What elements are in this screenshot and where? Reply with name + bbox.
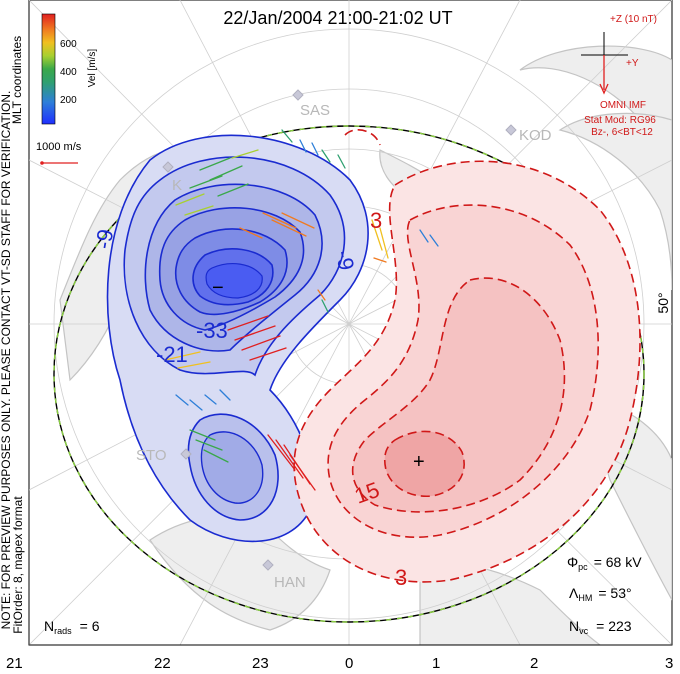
fit-statistics: Φpc = 68 kV ΛHM = 53° Nvc = 223 Nrads = 6 — [44, 554, 642, 636]
mlt-tick-22: 22 — [154, 655, 171, 672]
stat-lambda-hm: ΛHM = 53° — [569, 585, 632, 603]
potential-max-marker: + — [413, 451, 425, 473]
mlt-tick-0: 0 — [345, 655, 353, 672]
preview-note: NOTE: FOR PREVIEW PURPOSES ONLY. PLEASE … — [0, 91, 13, 630]
mlt-tick-23: 23 — [252, 655, 269, 672]
contour-label-neg-3: -21 — [156, 342, 188, 367]
velocity-vectors — [164, 129, 439, 491]
velocity-color-bar — [41, 13, 56, 125]
contour-label-neg-4: -9 — [331, 249, 359, 273]
mlt-tick-1: 1 — [432, 655, 440, 672]
velocity-scale-label: 1000 m/s — [36, 141, 82, 153]
velocity-tick-400: 400 — [60, 67, 77, 78]
coastline-layer — [59, 45, 672, 645]
velocity-tick-600: 600 — [60, 39, 77, 50]
station-label-han: HAN — [274, 574, 306, 591]
latitude-label: 50° — [655, 292, 671, 313]
coordinate-system-label: MLT coordinates — [10, 36, 24, 124]
mlt-axis: 21 22 23 0 1 2 3 — [6, 644, 673, 672]
contour-label-neg-2: -33 — [196, 318, 228, 343]
station-label-sas: SAS — [300, 102, 330, 119]
mlt-tick-3: 3 — [665, 655, 673, 672]
imf-source-label: OMNI IMF — [600, 100, 646, 111]
velocity-scale-dot — [40, 161, 44, 165]
imf-z-label: +Z (10 nT) — [610, 14, 657, 25]
imf-y-label: +Y — [626, 58, 639, 69]
imf-condition-label: Bz-, 6<BT<12 — [591, 127, 653, 138]
station-label-k: K — [172, 177, 182, 194]
stat-n-rads: Nrads = 6 — [44, 618, 100, 636]
potential-min-marker: − — [212, 277, 224, 299]
station-label-sto: STO — [136, 447, 167, 464]
stat-n-vc: Nvc = 223 — [569, 618, 632, 636]
velocity-tick-200: 200 — [60, 95, 77, 106]
velocity-legend: 600 400 200 Vel [m/s] 1000 m/s — [36, 13, 98, 165]
imf-indicator: +Z (10 nT) +Y OMNI IMF Stat Mod: RG96 Bz… — [581, 14, 657, 138]
stat-phi-pc: Φpc = 68 kV — [567, 554, 642, 572]
station-label-kod: KOD — [519, 127, 552, 144]
hm-boundary — [53, 125, 645, 623]
fit-order-label: FitOrder: 8, mapex format — [11, 496, 25, 634]
mlt-tick-21: 21 — [6, 655, 23, 672]
velocity-unit-label: Vel [m/s] — [87, 49, 98, 88]
stat-model-label: Stat Mod: RG96 — [584, 115, 656, 126]
contour-label-neg-1: -9 — [90, 227, 118, 251]
page-title: 22/Jan/2004 21:00-21:02 UT — [223, 8, 452, 28]
mlt-tick-2: 2 — [530, 655, 538, 672]
contour-label-pos-3: 3 — [395, 565, 407, 590]
station-markers — [162, 89, 517, 571]
contour-label-pos-1: 3 — [370, 208, 382, 233]
positive-cell — [293, 129, 641, 583]
